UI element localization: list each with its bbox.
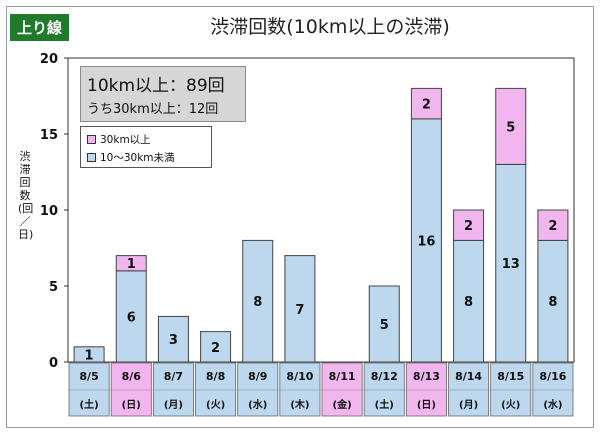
weekday-label: (土) [80,398,99,411]
bar-under30 [537,239,569,363]
category-cell [195,362,237,417]
bar-label-under30: 16 [417,234,435,249]
bar-under30 [157,315,189,363]
x-tick-label: 8/5 [79,370,98,383]
y-tick-label: 20 [40,52,58,67]
bar-label-under30: 8 [548,295,557,310]
category-cell [110,362,152,417]
legend: 30km以上 10～30km未満 [80,126,212,168]
bar-under30 [200,331,232,363]
bar-under30 [453,239,485,363]
bar-label-over30: 2 [548,219,557,234]
weekday-label: (水) [248,398,267,411]
bar-under30 [284,255,316,363]
category-cell [68,362,110,417]
bar-label-under30: 2 [211,341,220,356]
bar-under30 [410,118,442,363]
y-tick-label: 10 [40,204,58,219]
x-tick-label: 8/13 [413,370,440,383]
x-tick-label: 8/15 [497,370,524,383]
direction-badge: 上り線 [10,14,70,41]
category-cell [448,362,490,417]
bar-label-under30: 5 [380,318,389,333]
bar-over30 [410,87,442,120]
bar-label-under30: 13 [502,257,520,272]
weekday-label: (日) [122,399,141,411]
legend-label-under30: 10～30km未満 [100,152,175,164]
bar-label-over30: 2 [464,219,473,234]
y-tick-label: 15 [40,128,58,143]
x-tick-label: 8/8 [206,370,225,383]
weekday-label: (木) [290,398,309,411]
weekday-label: (火) [501,399,520,411]
bar-label-under30: 8 [464,295,473,310]
bar-over30 [453,209,485,241]
bar-over30 [115,255,147,272]
legend-item-over30: 30km以上 [87,132,151,147]
bar-label-under30: 7 [295,303,304,318]
weekday-label: (土) [375,398,394,411]
x-tick-label: 8/12 [371,370,398,383]
summary-box: 10km以上：89回 うち30km以上：12回 [80,66,246,122]
x-tick-label: 8/11 [329,370,356,383]
weekday-label: (日) [417,399,436,411]
bar-label-over30: 5 [506,120,515,135]
legend-label-over30: 30km以上 [100,134,151,146]
category-cell [279,362,321,417]
bar-under30 [73,346,105,363]
x-tick-label: 8/14 [455,370,482,383]
category-cell [532,362,574,417]
bar-label-over30: 2 [422,98,431,113]
x-tick-label: 8/6 [122,370,142,383]
legend-swatch-under30 [87,153,96,162]
x-tick-label: 8/9 [248,370,267,383]
chart-title: 渋滞回数(10km以上の渋滞) [210,16,450,38]
weekday-label: (月) [164,399,183,411]
bar-under30 [368,285,400,363]
weekday-label: (水) [543,398,562,411]
category-cell [363,362,405,417]
x-tick-label: 8/10 [286,370,313,383]
bar-label-under30: 6 [127,310,136,325]
bar-label-over30: 1 [127,257,136,272]
summary-over30: うち30km以上：12回 [87,102,219,117]
category-cell [321,362,363,417]
weekday-label: (火) [206,399,225,411]
category-cell [152,362,194,417]
bar-label-under30: 3 [169,333,178,348]
category-cell [490,362,532,417]
x-tick-label: 8/7 [164,370,183,383]
x-tick-label: 8/16 [539,370,566,383]
bar-under30 [242,239,274,363]
legend-item-under30: 10～30km未満 [87,150,175,165]
category-cell [237,362,279,417]
bar-under30 [495,163,527,363]
weekday-label: (金) [333,398,352,411]
bar-over30 [537,209,569,241]
summary-total: 10km以上：89回 [87,76,225,96]
bar-label-under30: 1 [85,348,94,363]
category-cell [405,362,447,417]
y-tick-label: 0 [49,356,58,371]
bar-label-under30: 8 [253,295,262,310]
bar-over30 [495,87,527,165]
weekday-label: (月) [459,399,478,411]
legend-swatch-over30 [87,135,96,144]
y-tick-label: 5 [49,280,58,295]
y-axis-label: 渋滞回数(回／日) [18,150,34,241]
